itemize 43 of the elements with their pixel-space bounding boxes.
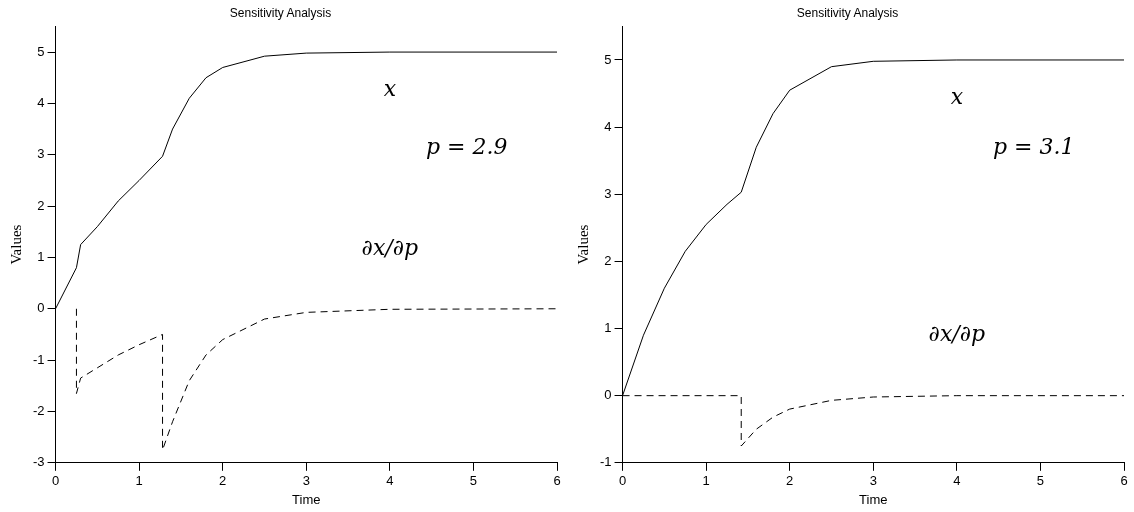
x-tick-label: 6 bbox=[1120, 473, 1128, 489]
chart-title: Sensitivity Analysis bbox=[796, 5, 899, 20]
x-axis-title: Time bbox=[859, 491, 888, 507]
y-tick-label: 3 bbox=[37, 146, 45, 162]
annotation: p = 3.1 bbox=[992, 134, 1075, 160]
annotation: p = 2.9 bbox=[425, 134, 508, 160]
y-tick-label: 1 bbox=[604, 320, 612, 336]
y-tick-label: 0 bbox=[37, 300, 45, 316]
x-tick-label: 3 bbox=[302, 473, 310, 489]
y-tick-label: -3 bbox=[33, 454, 45, 470]
x-tick-label: 5 bbox=[1036, 473, 1045, 489]
y-tick-label: -2 bbox=[33, 403, 45, 419]
x-tick-label: 4 bbox=[953, 473, 961, 489]
series-label: x bbox=[383, 75, 397, 101]
line-series bbox=[75, 308, 557, 451]
y-tick-label: 2 bbox=[604, 252, 612, 268]
y-axis-title: Values bbox=[574, 224, 591, 265]
y-tick-label: 5 bbox=[37, 43, 45, 59]
chart-title: Sensitivity Analysis bbox=[229, 5, 332, 20]
y-tick-label: 5 bbox=[604, 51, 612, 67]
y-tick-label: -1 bbox=[600, 454, 612, 470]
y-tick-label: 3 bbox=[604, 185, 612, 201]
y-tick-label: 1 bbox=[37, 249, 45, 265]
x-axis-title: Time bbox=[292, 491, 321, 507]
text: ∂x/∂p bbox=[928, 321, 986, 347]
x-tick-label: 2 bbox=[786, 473, 794, 489]
x-tick-label: 1 bbox=[702, 473, 710, 489]
text: ∂x/∂p bbox=[361, 235, 419, 261]
x-tick-label: 1 bbox=[135, 473, 143, 489]
x-tick-label: 0 bbox=[51, 473, 60, 489]
y-tick-label: 4 bbox=[604, 118, 612, 134]
y-tick-label: -1 bbox=[33, 351, 45, 367]
y-tick-label: 4 bbox=[37, 94, 45, 110]
y-tick-label: 2 bbox=[37, 197, 45, 213]
y-axis-title: Values bbox=[7, 224, 24, 265]
y-tick-label: 0 bbox=[604, 387, 612, 403]
x-tick-label: 6 bbox=[553, 473, 561, 489]
x-tick-label: 0 bbox=[618, 473, 627, 489]
x-tick-label: 3 bbox=[869, 473, 877, 489]
x-tick-label: 4 bbox=[386, 473, 394, 489]
x-tick-label: 5 bbox=[469, 473, 478, 489]
x-tick-label: 2 bbox=[219, 473, 227, 489]
series-label: x bbox=[950, 83, 964, 109]
